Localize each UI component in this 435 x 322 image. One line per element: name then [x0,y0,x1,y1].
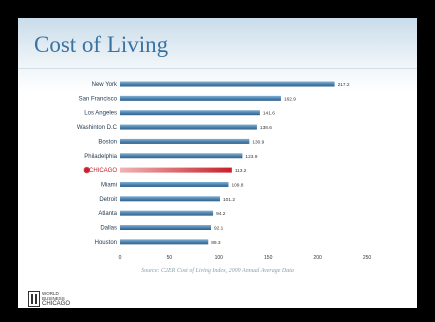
world-business-chicago-logo: WORLD BUSINESS CHICAGO [28,288,98,308]
star-icon [83,166,90,174]
value-label-atlanta: 94.2 [216,211,226,217]
bar-dallas [120,225,211,230]
bar-san-francisco [120,95,281,101]
category-label-dallas: Dallas [100,226,117,232]
title-divider [18,68,417,69]
bar-miami [120,181,229,187]
logo-line-3: CHICAGO [42,301,71,307]
value-label-houston: 89.3 [211,240,221,246]
bar-washinton-d-c [120,124,257,130]
category-label-houston: Houston [95,240,117,246]
category-label-philadelphia: Philadelphia [84,154,117,160]
value-label-new-york: 217.2 [338,82,350,88]
value-label-miami: 109.8 [231,182,243,188]
x-tick-100: 100 [215,255,224,261]
logo-line-2: BUSINESS [42,296,65,301]
bar-new-york [120,81,335,87]
value-label-chicago: 113.2 [235,168,247,174]
bar-houston [120,239,209,245]
slide: Cost of Living New York 217.2 San Francisc… [18,18,417,308]
bar-los-angeles [120,110,260,116]
x-tick-50: 50 [167,255,173,261]
value-label-boston: 130.9 [252,139,264,145]
x-tick-150: 150 [264,255,273,261]
category-label-new-york: New York [92,82,118,88]
value-label-los-angeles: 141.6 [263,111,275,117]
bar-philadelphia [120,153,243,159]
category-label-washinton-d-c: Washinton D.C [77,125,118,131]
bar-detroit [120,196,220,202]
source-note: Source: C2ER Cost of Living Index, 2009 … [141,268,294,274]
logo-line-1: WORLD [42,291,59,296]
slide-title: Cost of Living [34,32,169,57]
bars-group: New York 217.2 San Francisco 162.9 Los Angel… [77,81,350,246]
category-label-boston: Boston [98,139,117,145]
value-label-dallas: 92.1 [214,226,224,232]
x-tick-250: 250 [363,255,372,261]
x-tick-200: 200 [313,255,322,261]
x-tick-0: 0 [119,255,122,261]
value-label-washinton-d-c: 138.6 [260,125,272,131]
bar-chart: New York 217.2 San Francisco 162.9 Los Angel… [77,81,372,261]
bar-chicago [120,167,232,173]
value-label-philadelphia: 123.9 [245,154,257,160]
category-label-miami: Miami [101,182,117,188]
bar-atlanta [120,210,214,216]
category-label-atlanta: Atlanta [98,211,117,217]
category-label-san-francisco: San Francisco [79,96,118,102]
bar-boston [120,138,250,144]
category-label-detroit: Detroit [99,197,117,203]
category-label-los-angeles: Los Angeles [84,111,117,117]
category-label-chicago: CHICAGO [89,168,117,174]
value-label-detroit: 101.2 [223,197,235,203]
x-axis: 0 50 100 150 200 250 [119,255,372,261]
logo-mark-icon [28,291,40,307]
value-label-san-francisco: 162.9 [284,96,296,102]
